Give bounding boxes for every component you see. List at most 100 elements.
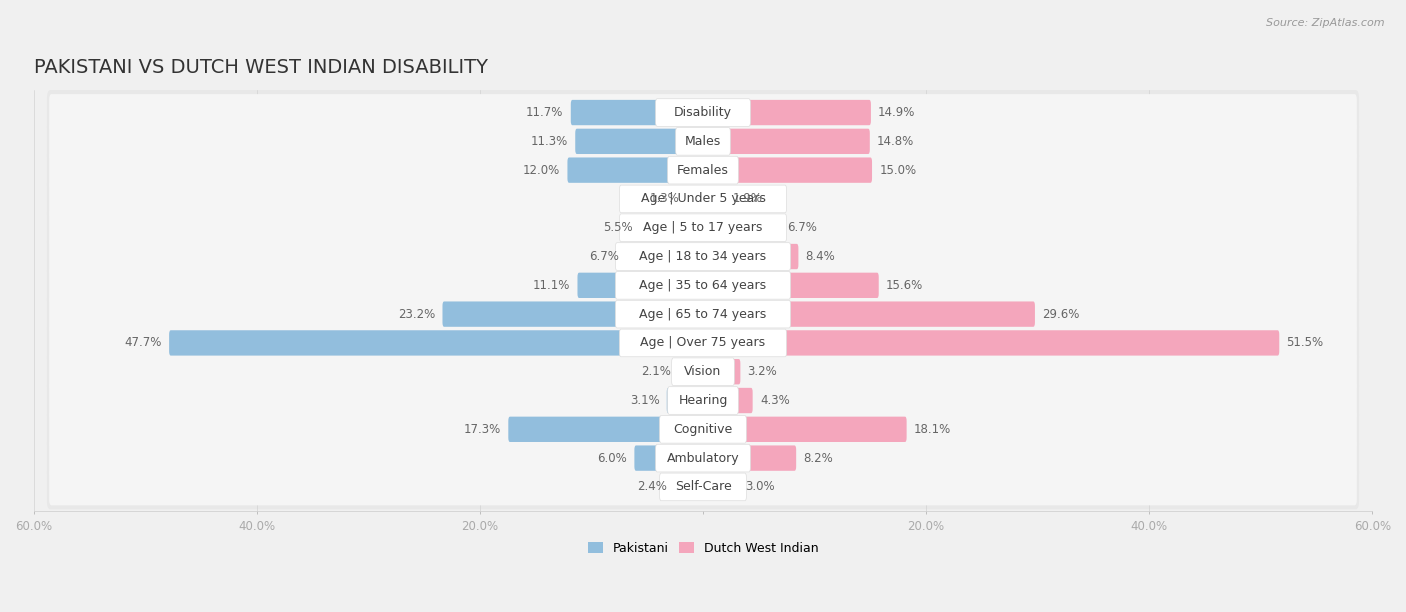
FancyBboxPatch shape: [46, 234, 1360, 279]
FancyBboxPatch shape: [668, 387, 738, 414]
Text: 2.4%: 2.4%: [637, 480, 668, 493]
FancyBboxPatch shape: [49, 411, 1357, 448]
FancyBboxPatch shape: [46, 90, 1360, 135]
FancyBboxPatch shape: [575, 129, 704, 154]
FancyBboxPatch shape: [702, 302, 1035, 327]
Text: 8.4%: 8.4%: [806, 250, 835, 263]
FancyBboxPatch shape: [666, 388, 704, 413]
FancyBboxPatch shape: [49, 267, 1357, 304]
FancyBboxPatch shape: [659, 473, 747, 501]
FancyBboxPatch shape: [702, 417, 907, 442]
Text: 6.7%: 6.7%: [589, 250, 619, 263]
FancyBboxPatch shape: [620, 329, 786, 357]
Text: Vision: Vision: [685, 365, 721, 378]
FancyBboxPatch shape: [620, 185, 786, 213]
FancyBboxPatch shape: [49, 468, 1357, 506]
FancyBboxPatch shape: [46, 205, 1360, 250]
FancyBboxPatch shape: [571, 100, 704, 125]
Text: 11.3%: 11.3%: [530, 135, 568, 148]
Text: Age | 5 to 17 years: Age | 5 to 17 years: [644, 221, 762, 234]
Text: 51.5%: 51.5%: [1286, 337, 1323, 349]
FancyBboxPatch shape: [49, 324, 1357, 361]
FancyBboxPatch shape: [702, 157, 872, 183]
Text: 15.6%: 15.6%: [886, 279, 924, 292]
FancyBboxPatch shape: [46, 292, 1360, 337]
Text: Self-Care: Self-Care: [675, 480, 731, 493]
Text: 14.8%: 14.8%: [877, 135, 914, 148]
Text: 11.7%: 11.7%: [526, 106, 564, 119]
Text: 3.0%: 3.0%: [745, 480, 775, 493]
Text: 3.2%: 3.2%: [748, 365, 778, 378]
Text: 15.0%: 15.0%: [879, 163, 917, 177]
Text: 3.1%: 3.1%: [630, 394, 659, 407]
FancyBboxPatch shape: [49, 209, 1357, 246]
Text: Disability: Disability: [673, 106, 733, 119]
FancyBboxPatch shape: [702, 330, 1279, 356]
FancyBboxPatch shape: [702, 100, 870, 125]
Text: Source: ZipAtlas.com: Source: ZipAtlas.com: [1267, 18, 1385, 28]
FancyBboxPatch shape: [616, 243, 790, 271]
FancyBboxPatch shape: [702, 244, 799, 269]
FancyBboxPatch shape: [49, 353, 1357, 390]
Text: 17.3%: 17.3%: [464, 423, 501, 436]
FancyBboxPatch shape: [686, 186, 704, 212]
FancyBboxPatch shape: [627, 244, 704, 269]
FancyBboxPatch shape: [443, 302, 704, 327]
FancyBboxPatch shape: [640, 215, 704, 241]
Text: Age | Under 5 years: Age | Under 5 years: [641, 192, 765, 206]
FancyBboxPatch shape: [49, 181, 1357, 217]
Text: Age | 35 to 64 years: Age | 35 to 64 years: [640, 279, 766, 292]
Text: Age | Over 75 years: Age | Over 75 years: [641, 337, 765, 349]
FancyBboxPatch shape: [509, 417, 704, 442]
FancyBboxPatch shape: [659, 416, 747, 443]
Legend: Pakistani, Dutch West Indian: Pakistani, Dutch West Indian: [582, 537, 824, 560]
FancyBboxPatch shape: [46, 263, 1360, 308]
Text: 6.7%: 6.7%: [787, 221, 817, 234]
FancyBboxPatch shape: [616, 272, 790, 299]
Text: Hearing: Hearing: [678, 394, 728, 407]
Text: 11.1%: 11.1%: [533, 279, 571, 292]
FancyBboxPatch shape: [578, 273, 704, 298]
FancyBboxPatch shape: [49, 382, 1357, 419]
FancyBboxPatch shape: [678, 359, 704, 384]
FancyBboxPatch shape: [49, 238, 1357, 275]
FancyBboxPatch shape: [46, 176, 1360, 222]
FancyBboxPatch shape: [49, 296, 1357, 332]
Text: Cognitive: Cognitive: [673, 423, 733, 436]
FancyBboxPatch shape: [46, 407, 1360, 452]
FancyBboxPatch shape: [49, 152, 1357, 188]
FancyBboxPatch shape: [655, 444, 751, 472]
FancyBboxPatch shape: [46, 119, 1360, 164]
Text: Age | 65 to 74 years: Age | 65 to 74 years: [640, 308, 766, 321]
Text: 8.2%: 8.2%: [803, 452, 834, 465]
FancyBboxPatch shape: [702, 129, 870, 154]
Text: 12.0%: 12.0%: [523, 163, 560, 177]
FancyBboxPatch shape: [46, 147, 1360, 193]
FancyBboxPatch shape: [568, 157, 704, 183]
FancyBboxPatch shape: [702, 273, 879, 298]
Text: 1.9%: 1.9%: [733, 192, 763, 206]
FancyBboxPatch shape: [620, 214, 786, 242]
FancyBboxPatch shape: [676, 127, 730, 155]
Text: 6.0%: 6.0%: [598, 452, 627, 465]
FancyBboxPatch shape: [702, 388, 752, 413]
FancyBboxPatch shape: [702, 359, 741, 384]
Text: 14.9%: 14.9%: [879, 106, 915, 119]
FancyBboxPatch shape: [702, 446, 796, 471]
FancyBboxPatch shape: [616, 300, 790, 328]
Text: 2.1%: 2.1%: [641, 365, 671, 378]
FancyBboxPatch shape: [46, 465, 1360, 509]
FancyBboxPatch shape: [46, 378, 1360, 423]
FancyBboxPatch shape: [668, 156, 738, 184]
Text: 23.2%: 23.2%: [398, 308, 436, 321]
FancyBboxPatch shape: [702, 474, 738, 499]
FancyBboxPatch shape: [655, 99, 751, 126]
Text: 47.7%: 47.7%: [125, 337, 162, 349]
Text: 1.3%: 1.3%: [650, 192, 679, 206]
Text: Age | 18 to 34 years: Age | 18 to 34 years: [640, 250, 766, 263]
Text: 5.5%: 5.5%: [603, 221, 633, 234]
FancyBboxPatch shape: [49, 439, 1357, 477]
FancyBboxPatch shape: [46, 349, 1360, 394]
FancyBboxPatch shape: [702, 186, 725, 212]
FancyBboxPatch shape: [49, 123, 1357, 160]
